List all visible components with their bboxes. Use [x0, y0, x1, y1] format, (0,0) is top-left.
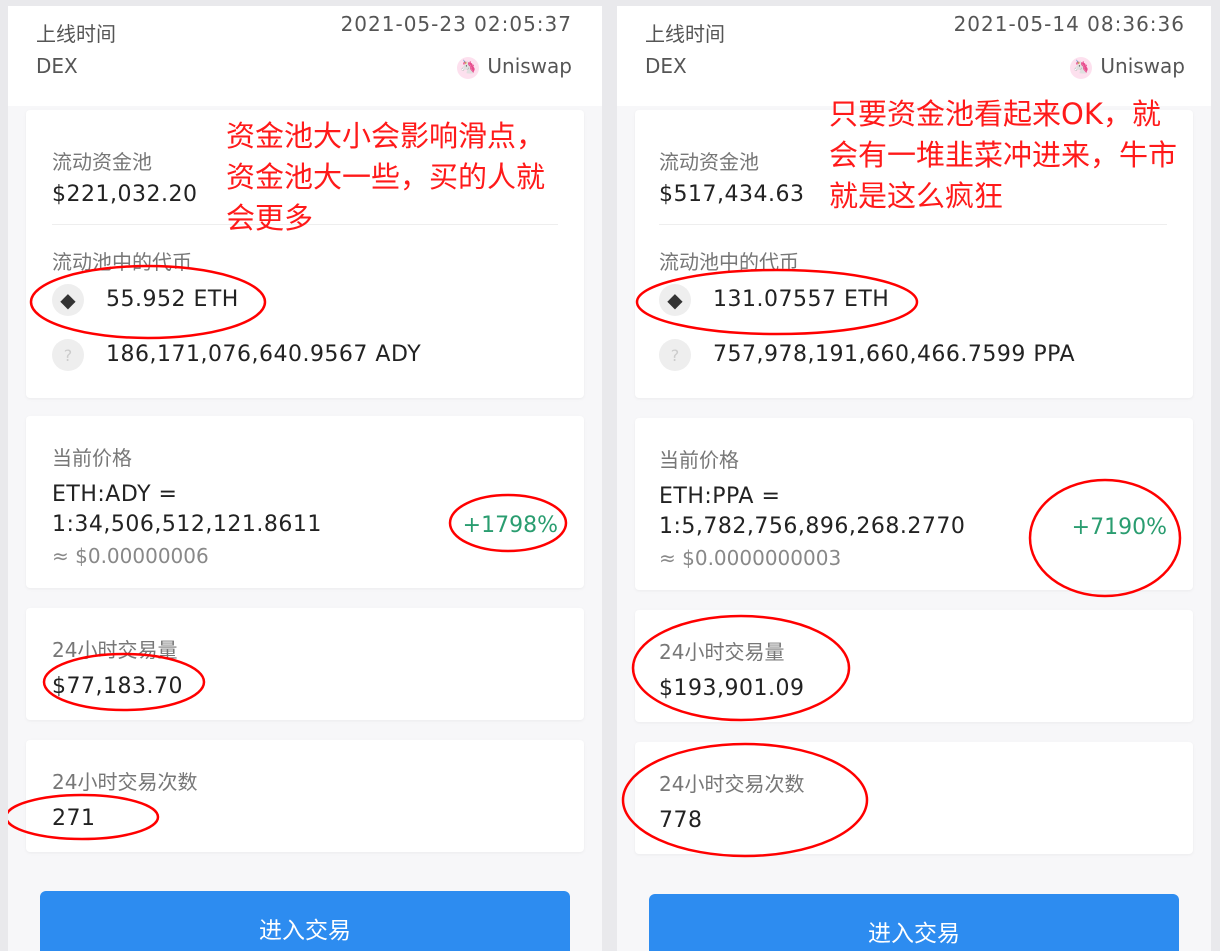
eth-icon: ◆ — [659, 284, 691, 316]
token-amount: 757,978,191,660,466.7599 PPA — [713, 342, 1076, 367]
ratio: 1:5,782,756,896,268.2770 — [659, 514, 966, 539]
online-time-label: 上线时间 — [645, 22, 725, 46]
pool-value: $221,032.20 — [52, 182, 198, 207]
pair: ETH:PPA = — [659, 484, 781, 509]
token-amount: 186,171,076,640.9567 ADY — [106, 342, 422, 367]
pool-value: $517,434.63 — [659, 182, 805, 207]
header: 上线时间 2021-05-23 02:05:37 DEX 🦄 Uniswap — [8, 6, 602, 106]
tx-value: 271 — [52, 806, 96, 831]
pair: ETH:ADY = — [52, 482, 178, 507]
volume-card: 24小时交易量 $193,901.09 — [635, 610, 1193, 722]
online-time-value: 2021-05-23 02:05:37 — [340, 12, 572, 36]
uniswap-icon: 🦄 — [1070, 56, 1093, 79]
price-label: 当前价格 — [659, 448, 739, 472]
price-label: 当前价格 — [52, 446, 132, 470]
token-panel-left: 上线时间 2021-05-23 02:05:37 DEX 🦄 Uniswap 流动… — [8, 6, 602, 951]
usd-price: ≈ $0.0000000003 — [659, 546, 842, 570]
tx-card: 24小时交易次数 778 — [635, 742, 1193, 854]
price-card: 当前价格 ETH:ADY = 1:34,506,512,121.8611 ≈ $… — [26, 416, 584, 588]
volume-label: 24小时交易量 — [52, 638, 178, 662]
dex-name: Uniswap — [487, 54, 572, 78]
annotation-line: 会有一堆韭菜冲进来，牛市 — [829, 138, 1178, 172]
dex-value[interactable]: 🦄 Uniswap — [1070, 54, 1185, 79]
divider — [52, 224, 558, 225]
volume-label: 24小时交易量 — [659, 640, 785, 664]
tx-label: 24小时交易次数 — [52, 770, 198, 794]
annotation-line: 就是这么疯狂 — [829, 179, 1004, 213]
annotation-line: 只要资金池看起来OK，就 — [829, 97, 1161, 131]
usd-price: ≈ $0.00000006 — [52, 544, 209, 568]
header: 上线时间 2021-05-14 08:36:36 DEX 🦄 Uniswap — [617, 6, 1211, 106]
pool-tokens-label: 流动池中的代币 — [52, 250, 192, 274]
ratio: 1:34,506,512,121.8611 — [52, 512, 322, 537]
eth-amount: 131.07557 ETH — [713, 287, 890, 312]
pool-tokens-label: 流动池中的代币 — [659, 250, 799, 274]
tx-card: 24小时交易次数 271 — [26, 740, 584, 852]
enter-trade-button[interactable]: 进入交易 — [40, 891, 570, 951]
unknown-token-icon: ? — [659, 339, 691, 371]
eth-icon: ◆ — [52, 284, 84, 316]
uniswap-icon: 🦄 — [457, 56, 480, 79]
volume-value: $77,183.70 — [52, 674, 183, 699]
price-change: +7190% — [1071, 515, 1167, 540]
online-time-label: 上线时间 — [36, 22, 116, 46]
annotation-line: 资金池大小会影响滑点， — [226, 119, 546, 153]
dex-label: DEX — [645, 54, 687, 78]
dex-name: Uniswap — [1100, 54, 1185, 78]
annotation-text: 只要资金池看起来OK，就 会有一堆韭菜冲进来，牛市 就是这么疯狂 — [829, 94, 1177, 217]
pool-label: 流动资金池 — [52, 150, 152, 174]
divider — [659, 224, 1167, 225]
price-card: 当前价格 ETH:PPA = 1:5,782,756,896,268.2770 … — [635, 418, 1193, 590]
dex-value[interactable]: 🦄 Uniswap — [457, 54, 572, 79]
tx-label: 24小时交易次数 — [659, 772, 805, 796]
pool-card: 流动资金池 $517,434.63 流动池中的代币 ◆ 131.07557 ET… — [635, 110, 1193, 398]
tx-value: 778 — [659, 808, 703, 833]
price-change: +1798% — [462, 513, 558, 538]
dex-label: DEX — [36, 54, 78, 78]
annotation-line: 会更多 — [226, 201, 314, 235]
volume-card: 24小时交易量 $77,183.70 — [26, 608, 584, 720]
online-time-value: 2021-05-14 08:36:36 — [953, 12, 1185, 36]
annotation-text: 资金池大小会影响滑点， 资金池大一些，买的人就 会更多 — [226, 116, 545, 239]
token-panel-right: 上线时间 2021-05-14 08:36:36 DEX 🦄 Uniswap 流动… — [617, 6, 1211, 951]
unknown-token-icon: ? — [52, 339, 84, 371]
eth-amount: 55.952 ETH — [106, 287, 239, 312]
enter-trade-button[interactable]: 进入交易 — [649, 894, 1179, 951]
volume-value: $193,901.09 — [659, 676, 805, 701]
pool-label: 流动资金池 — [659, 150, 759, 174]
annotation-line: 资金池大一些，买的人就 — [226, 160, 546, 194]
